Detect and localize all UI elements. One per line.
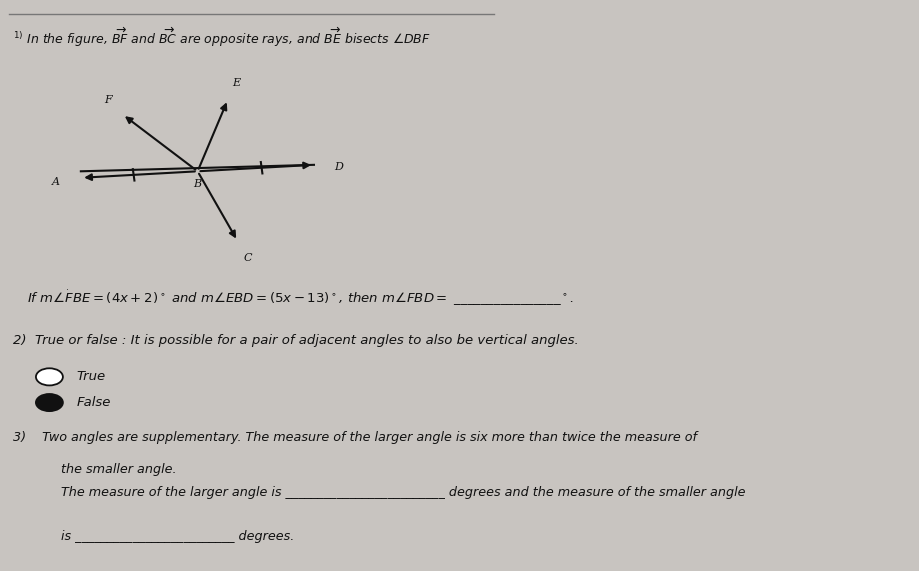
Text: The measure of the larger angle is _________________________ degrees and the mea: The measure of the larger angle is _____… xyxy=(61,486,745,500)
Text: E: E xyxy=(233,78,241,88)
Text: $^{1)}$ In the figure, $\overrightarrow{BF}$ and $\overrightarrow{BC}$ are oppos: $^{1)}$ In the figure, $\overrightarrow{… xyxy=(14,26,431,49)
Text: B: B xyxy=(194,179,201,189)
Text: False: False xyxy=(76,396,110,409)
Text: D: D xyxy=(335,162,344,172)
Text: is _________________________ degrees.: is _________________________ degrees. xyxy=(61,530,294,543)
Text: A: A xyxy=(52,176,61,187)
Circle shape xyxy=(36,368,62,385)
Text: $\mathit{If}$ $m\angle\overset{.}{F}BE = (4x + 2)^\circ$ and $m\angle EBD = (5x : $\mathit{If}$ $m\angle\overset{.}{F}BE =… xyxy=(27,288,574,308)
Circle shape xyxy=(36,394,62,411)
Text: 2)  True or false : It is possible for a pair of adjacent angles to also be vert: 2) True or false : It is possible for a … xyxy=(14,334,579,347)
Text: True: True xyxy=(76,371,106,383)
Text: 3)    Two angles are supplementary. The measure of the larger angle is six more : 3) Two angles are supplementary. The mea… xyxy=(14,431,698,444)
Text: F: F xyxy=(104,95,111,104)
Text: the smaller angle.: the smaller angle. xyxy=(61,463,176,476)
Text: C: C xyxy=(244,252,252,263)
